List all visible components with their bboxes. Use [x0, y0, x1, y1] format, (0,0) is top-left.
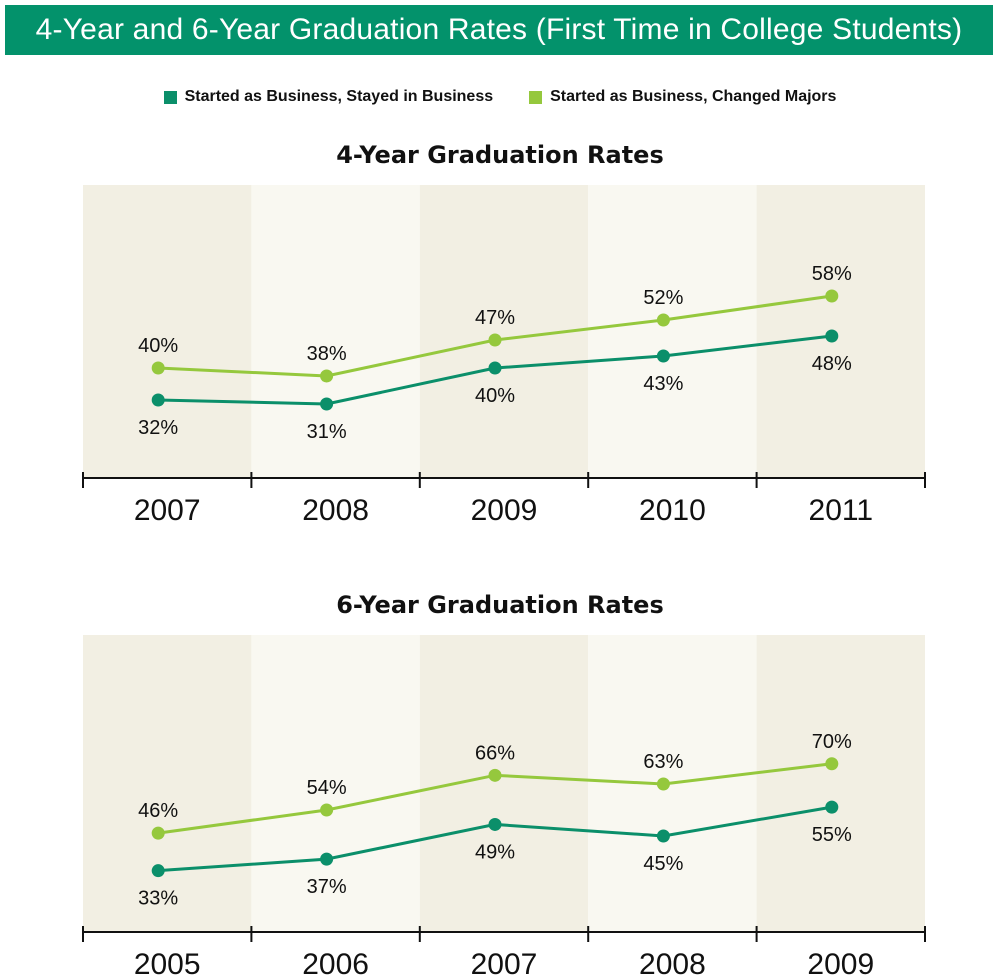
data-label-stayed-2008: 31% [307, 421, 347, 443]
data-label-stayed-2009: 55% [812, 824, 852, 846]
data-point-stayed-2010 [656, 349, 670, 363]
band-2010 [588, 185, 757, 478]
data-point-stayed-2007 [151, 393, 165, 407]
chart-title-4year: 4-Year Graduation Rates [336, 141, 664, 169]
chart-4year: 2007 2008 2009 2010 2011 40% 32% 38% 31% 47% 40% 52… [82, 185, 926, 525]
band-2007 [419, 635, 589, 932]
data-point-changed-2010 [656, 313, 670, 327]
band-2005 [83, 635, 252, 932]
x-tick-label-2008: 2008 [639, 948, 706, 979]
page-title-banner: 4-Year and 6-Year Graduation Rates (Firs… [5, 5, 993, 55]
x-tick-label-2007: 2007 [134, 494, 201, 525]
data-point-changed-2009 [488, 333, 502, 347]
band-2011 [756, 185, 925, 478]
x-tick-label-2009: 2009 [471, 494, 538, 525]
x-tick-label-2007: 2007 [471, 948, 538, 979]
legend-label-changed: Started as Business, Changed Majors [550, 88, 837, 105]
data-label-changed-2007: 66% [475, 742, 515, 764]
data-point-changed-2008 [320, 369, 334, 383]
chart-6year: 2005 2006 2007 2008 2009 46% 33% 54% 37% 66% 49% 63… [82, 635, 926, 979]
x-tick-label-2008: 2008 [302, 494, 369, 525]
x-tick-label-2009: 2009 [807, 948, 874, 979]
x-tick-label-2011: 2011 [809, 494, 874, 525]
data-point-stayed-2009 [488, 361, 502, 375]
data-label-stayed-2005: 33% [138, 888, 178, 910]
data-point-stayed-2006 [320, 852, 334, 866]
band-2007 [83, 185, 252, 478]
data-point-stayed-2005 [151, 864, 165, 878]
x-tick-label-2006: 2006 [302, 948, 369, 979]
legend-item-changed: Started as Business, Changed Majors [529, 88, 836, 106]
legend-item-stayed: Started as Business, Stayed in Business [163, 88, 494, 106]
data-point-changed-2011 [825, 289, 839, 303]
data-point-stayed-2011 [825, 329, 839, 343]
data-point-changed-2008 [656, 777, 670, 791]
x-tick-label-2005: 2005 [134, 948, 201, 979]
data-label-stayed-2010: 43% [643, 373, 683, 395]
data-label-stayed-2009: 40% [475, 385, 515, 407]
data-label-changed-2005: 46% [138, 800, 178, 822]
data-point-changed-2007 [151, 361, 165, 375]
data-label-changed-2009: 47% [475, 307, 515, 329]
data-point-changed-2009 [825, 757, 839, 771]
data-label-changed-2011: 58% [812, 263, 852, 285]
band-2009 [756, 635, 925, 932]
data-label-stayed-2011: 48% [812, 353, 852, 375]
x-tick-label-2010: 2010 [639, 494, 706, 525]
data-label-changed-2006: 54% [307, 777, 347, 799]
page-title: 4-Year and 6-Year Graduation Rates (Firs… [35, 13, 963, 46]
data-label-stayed-2008: 45% [643, 853, 683, 875]
data-label-stayed-2006: 37% [307, 876, 347, 898]
band-2006 [251, 635, 420, 932]
data-label-changed-2008: 38% [307, 343, 347, 365]
data-point-changed-2006 [320, 803, 334, 817]
data-point-stayed-2007 [488, 817, 502, 831]
legend-swatch-stayed [163, 90, 177, 104]
data-label-stayed-2007: 49% [475, 841, 515, 863]
data-label-changed-2009: 70% [812, 731, 852, 753]
data-label-changed-2008: 63% [643, 751, 683, 773]
band-2008 [251, 185, 420, 478]
legend: Started as Business, Stayed in Business … [0, 88, 1000, 106]
legend-label-stayed: Started as Business, Stayed in Business [184, 88, 494, 105]
data-point-stayed-2009 [825, 800, 839, 814]
data-point-changed-2005 [151, 826, 165, 840]
data-label-changed-2010: 52% [643, 287, 683, 309]
legend-swatch-changed [529, 90, 543, 104]
data-point-changed-2007 [488, 768, 502, 782]
chart-title-6year: 6-Year Graduation Rates [336, 591, 664, 619]
data-label-changed-2007: 40% [138, 335, 178, 357]
data-label-stayed-2007: 32% [138, 417, 178, 439]
data-point-stayed-2008 [656, 829, 670, 843]
data-point-stayed-2008 [320, 397, 334, 411]
